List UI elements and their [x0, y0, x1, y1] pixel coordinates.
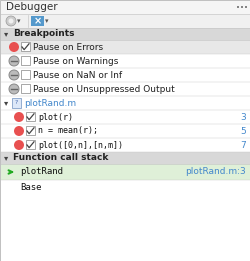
Bar — [0, 54, 250, 68]
Text: plotRand: plotRand — [20, 168, 63, 176]
Bar — [0, 68, 250, 82]
Circle shape — [241, 6, 243, 8]
Bar — [0, 110, 250, 124]
Bar — [21, 42, 30, 51]
Text: Base: Base — [20, 183, 42, 193]
Text: ▾: ▾ — [17, 18, 20, 24]
Text: Pause on Warnings: Pause on Warnings — [33, 56, 118, 66]
Text: ×: × — [34, 16, 42, 26]
Circle shape — [9, 70, 19, 80]
Text: plotRand.m: plotRand.m — [24, 98, 76, 108]
Text: Pause on Errors: Pause on Errors — [33, 43, 103, 51]
Circle shape — [9, 56, 19, 66]
Bar — [31, 16, 44, 26]
Bar — [0, 14, 250, 28]
Text: plotRand.m:3: plotRand.m:3 — [185, 168, 246, 176]
Bar — [0, 138, 250, 152]
Text: 7: 7 — [240, 140, 246, 150]
Circle shape — [14, 112, 24, 122]
Bar — [0, 82, 250, 96]
Text: Pause on Unsuppressed Output: Pause on Unsuppressed Output — [33, 85, 175, 93]
Circle shape — [8, 19, 14, 23]
Circle shape — [9, 42, 19, 52]
Text: ▾: ▾ — [45, 18, 48, 24]
Text: ▾: ▾ — [4, 29, 8, 39]
Bar — [0, 96, 250, 110]
Circle shape — [6, 16, 16, 26]
Bar — [0, 0, 250, 14]
Bar — [0, 152, 250, 164]
Bar — [0, 40, 250, 54]
Bar — [0, 196, 250, 261]
Bar — [26, 140, 35, 149]
Circle shape — [14, 140, 24, 150]
Text: Pause on NaN or Inf: Pause on NaN or Inf — [33, 70, 122, 80]
Circle shape — [245, 6, 247, 8]
Bar — [26, 112, 35, 121]
Bar — [21, 84, 30, 93]
Text: 3: 3 — [240, 112, 246, 122]
Text: ▾: ▾ — [4, 153, 8, 163]
Text: ?: ? — [15, 100, 18, 105]
Bar — [12, 98, 21, 108]
Text: Breakpoints: Breakpoints — [13, 29, 74, 39]
Bar — [0, 28, 250, 40]
Bar — [21, 70, 30, 79]
Bar — [0, 164, 250, 180]
Text: Function call stack: Function call stack — [13, 153, 108, 163]
Bar — [0, 180, 250, 196]
Text: plot(r): plot(r) — [38, 112, 73, 122]
Text: n = mean(r);: n = mean(r); — [38, 127, 98, 135]
Text: 5: 5 — [240, 127, 246, 135]
Circle shape — [9, 84, 19, 94]
Text: ▾: ▾ — [4, 98, 8, 108]
Text: plot([0,n],[n,m]): plot([0,n],[n,m]) — [38, 140, 123, 150]
Bar — [21, 56, 30, 65]
Circle shape — [237, 6, 239, 8]
Circle shape — [14, 126, 24, 136]
Bar — [26, 126, 35, 135]
Bar — [0, 124, 250, 138]
Text: Debugger: Debugger — [6, 2, 58, 12]
